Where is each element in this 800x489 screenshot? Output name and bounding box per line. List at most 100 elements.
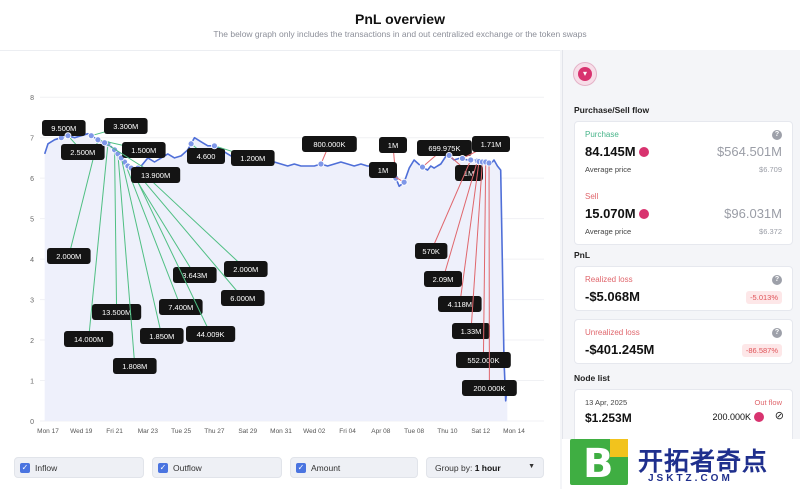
pnl-chart[interactable]: 0 1 2 3 4 5 6 7 8 Mon 17 Wed 19 Fri 21 Mar 23 Tue 25 T…: [0, 51, 560, 440]
realized-help-icon[interactable]: ?: [772, 275, 782, 285]
outflow-label: 800.000K: [313, 140, 345, 149]
pnl-title: PnL: [574, 250, 591, 260]
site-logo: B 开拓者奇点 JSKTZ.COM: [562, 439, 800, 489]
summary-sidebar: ▾ Purchase/Sell flow Purchase ? 84.145M …: [562, 50, 800, 439]
checkbox-icon: ✓: [296, 463, 306, 473]
y-tick-label: 3: [30, 298, 34, 305]
inflow-label: 2.500M: [70, 148, 95, 157]
inflow-label-box[interactable]: [64, 331, 114, 347]
inflow-label-box[interactable]: [113, 358, 157, 374]
node-list-title: Node list: [574, 373, 610, 383]
node-list-item[interactable]: 13 Apr, 2025 Out flow $1.253M 200.000K ⊘: [574, 389, 793, 439]
inflow-node[interactable]: [211, 142, 218, 150]
outflow-node[interactable]: [419, 163, 426, 171]
unrealized-help-icon[interactable]: ?: [772, 328, 782, 338]
outflow-label-box[interactable]: [415, 243, 448, 259]
x-tick-label: Tue 25: [171, 428, 191, 435]
amount-toggle[interactable]: ✓ Amount: [290, 457, 418, 478]
inflow-node[interactable]: [101, 139, 108, 147]
x-tick-label: Wed 19: [70, 428, 93, 435]
inflow-toggle[interactable]: ✓ Inflow: [14, 457, 144, 478]
purchase-sell-card: Purchase ? 84.145M $564.501M Average pri…: [574, 121, 793, 245]
outflow-connector: [470, 161, 483, 332]
outflow-node[interactable]: [467, 156, 475, 164]
inflow-node[interactable]: [94, 136, 102, 144]
realized-loss-value: -$5.068M: [585, 289, 640, 304]
node-amount: 200.000K: [712, 411, 764, 423]
inflow-label-box[interactable]: [231, 150, 275, 166]
outflow-label-box[interactable]: [456, 352, 511, 368]
purchase-avg-label: Average price: [585, 165, 632, 174]
outflow-label: 570K: [422, 247, 440, 256]
outflow-connector: [430, 159, 472, 252]
node-type: Out flow: [754, 398, 782, 407]
y-tick-label: 6: [30, 176, 34, 183]
x-tick-label: Apr 08: [371, 428, 391, 435]
inflow-label-box[interactable]: [122, 142, 166, 158]
purchase-help-icon[interactable]: ?: [772, 130, 782, 140]
x-tick-label: Tue 08: [404, 428, 424, 435]
outflow-label-box[interactable]: [452, 323, 490, 339]
inflow-label-box[interactable]: [159, 299, 203, 315]
inflow-label-box[interactable]: [131, 167, 181, 183]
x-tick-label: Mon 31: [270, 428, 292, 435]
outflow-label-box[interactable]: [438, 296, 482, 312]
checkbox-icon: ✓: [20, 463, 30, 473]
logo-mark: B: [570, 439, 628, 487]
inflow-label-box[interactable]: [224, 261, 268, 277]
inflow-connector: [117, 153, 136, 367]
chart-controls: ✓ Inflow ✓ Outflow ✓ Amount Group by: 1 …: [0, 439, 560, 489]
outflow-label: 699.975K: [428, 144, 460, 153]
outflow-label-box[interactable]: [455, 165, 483, 181]
inflow-label: 6.000M: [230, 294, 255, 303]
outflow-connector: [482, 161, 487, 361]
inflow-label-box[interactable]: [221, 290, 265, 306]
outflow-node[interactable]: [400, 178, 408, 186]
realized-loss-card: Realized loss ? -$5.068M -5.013%: [574, 266, 793, 311]
inflow-label-box[interactable]: [92, 304, 142, 320]
inflow-connector: [137, 167, 247, 270]
outflow-label-box[interactable]: [302, 136, 357, 152]
inflow-label: 9.500M: [51, 124, 76, 133]
unrealized-loss-value: -$401.245M: [585, 342, 655, 357]
inflow-label: 1.500M: [131, 146, 156, 155]
x-tick-label: Thu 10: [437, 428, 458, 435]
outflow-label-box[interactable]: [472, 136, 510, 152]
token-mini-icon: [754, 411, 764, 422]
inflow-label: 13.500M: [102, 308, 131, 317]
x-tick-label: Wed 02: [303, 428, 326, 435]
inflow-label: 3.643M: [182, 271, 207, 280]
outflow-label-box[interactable]: [417, 140, 472, 156]
inflow-node[interactable]: [187, 140, 195, 148]
outflow-label: 4.118M: [448, 300, 472, 309]
sell-label: Sell: [585, 192, 599, 201]
inflow-label-box[interactable]: [47, 248, 91, 264]
hide-eye-icon[interactable]: ⊘: [774, 410, 784, 422]
inflow-label: 1.808M: [122, 362, 147, 371]
outflow-label-box[interactable]: [424, 271, 462, 287]
inflow-label-box[interactable]: [104, 118, 148, 134]
outflow-node[interactable]: [485, 159, 493, 167]
purchase-avg-value: $6.709: [759, 165, 782, 174]
inflow-label-box[interactable]: [61, 144, 105, 160]
inflow-node[interactable]: [64, 132, 72, 140]
inflow-label-box[interactable]: [187, 148, 225, 164]
outflow-node[interactable]: [445, 152, 453, 159]
inflow-label-box[interactable]: [42, 120, 86, 136]
inflow-node[interactable]: [87, 132, 95, 140]
outflow-toggle[interactable]: ✓ Outflow: [152, 457, 282, 478]
token-icon[interactable]: ▾: [573, 62, 597, 86]
outflow-label-box[interactable]: [369, 162, 397, 178]
inflow-label: 1.200M: [240, 154, 265, 163]
inflow-label-box[interactable]: [186, 326, 236, 342]
page-header: PnL overview The below graph only includ…: [0, 0, 800, 50]
outflow-label: 1M: [464, 169, 474, 178]
y-tick-label: 5: [30, 217, 34, 224]
outflow-node[interactable]: [317, 160, 325, 168]
outflow-node[interactable]: [459, 155, 466, 162]
group-by-select[interactable]: Group by: 1 hour ▼: [426, 457, 544, 478]
inflow-label-box[interactable]: [140, 328, 184, 344]
outflow-label-box[interactable]: [462, 380, 517, 396]
amount-label: Amount: [311, 463, 341, 473]
outflow-label-box[interactable]: [379, 137, 407, 153]
